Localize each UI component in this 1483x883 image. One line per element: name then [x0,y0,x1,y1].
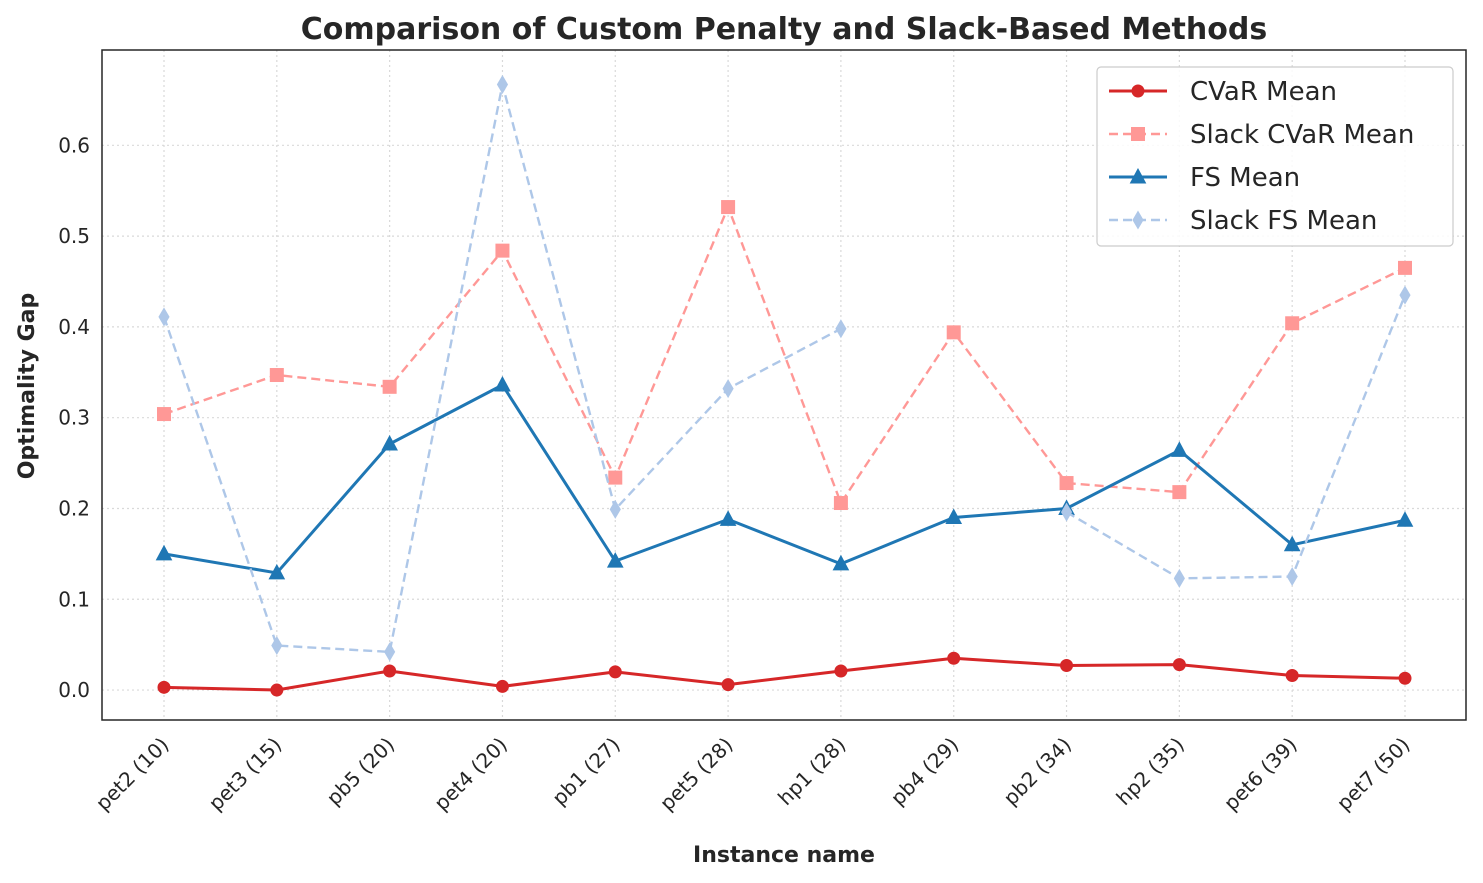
x-tick-label: pet5 (28) [655,733,738,816]
legend-marker [1129,167,1147,184]
x-tick-label: pb1 (27) [547,733,624,810]
data-point [1398,260,1412,275]
data-point [1060,659,1074,673]
data-point [946,325,961,340]
data-point [495,243,510,258]
series-layer [155,75,1414,697]
y-tick-label: 0.1 [58,587,90,611]
data-point [608,665,622,679]
data-point [945,508,963,525]
series-line [163,383,1406,575]
x-tick-label: pet4 (20) [429,733,512,816]
legend-marker [1131,127,1145,141]
legend-box [1096,66,1454,247]
data-point [1283,535,1301,552]
data-point [1286,567,1298,587]
data-point [1398,671,1412,685]
data-point [1173,568,1185,588]
data-point [382,379,397,394]
data-point [496,75,509,94]
data-point [268,563,286,580]
x-tick-label: hp1 (28) [773,733,850,810]
x-tick-label: pet2 (10) [91,733,174,816]
data-point [494,375,511,392]
data-point [1171,441,1188,457]
data-point [270,683,284,697]
data-point [722,379,734,399]
chart-title: Comparison of Custom Penalty and Slack-B… [301,12,1267,47]
data-point [947,651,961,665]
data-point [383,664,397,678]
x-tick-label: hp2 (35) [1111,733,1188,810]
x-tick-label: pet7 (50) [1332,733,1415,816]
x-axis-ticks: pet2 (10) pet3 (15) pb5 (20) pet4 (20) pb1 (… [91,733,1415,816]
legend-item: CVaR Mean [1109,77,1337,107]
data-point [1399,285,1411,305]
data-point [1172,658,1186,672]
data-point [495,679,509,693]
legend-item: Slack FS Mean [1109,206,1377,236]
series-fs-mean [155,375,1414,580]
y-tick-label: 0.4 [58,315,90,339]
data-point [157,680,171,694]
x-tick-label: pb2 (34) [999,733,1076,810]
data-point [721,678,735,692]
series-line [163,656,1406,692]
data-point [269,368,284,383]
legend: CVaR Mean Slack CVaR Mean FS Mean Slack FS … [1096,66,1454,247]
data-point [835,319,847,339]
data-point [384,642,396,662]
series-cvar-mean [157,651,1412,697]
y-tick-label: 0.5 [58,224,90,248]
data-point [1396,511,1414,527]
x-tick-label: pet3 (15) [204,733,287,816]
y-tick-label: 0.0 [58,678,90,702]
data-point [834,664,848,678]
legend-label: Slack CVaR Mean [1190,120,1414,150]
y-tick-label: 0.3 [58,406,90,430]
series-slack-fs-mean [158,75,1411,662]
legend-item: FS Mean [1109,163,1300,193]
data-point [1060,502,1073,522]
data-point [158,307,170,327]
data-point [606,552,624,568]
x-tick-label: pet6 (39) [1219,733,1302,816]
data-point [608,470,623,485]
series-line [163,205,1406,505]
data-point [381,434,398,451]
y-tick-label: 0.6 [58,133,90,157]
legend-marker [1131,84,1145,98]
legend-label: Slack FS Mean [1190,206,1377,236]
legend-item: Slack CVaR Mean [1109,120,1414,150]
legend-label: CVaR Mean [1190,77,1337,107]
data-point [1285,316,1300,331]
data-point [1059,476,1074,491]
data-point [832,554,850,571]
series-slack-cvar-mean [157,200,1412,511]
data-point [271,636,283,656]
data-point [157,407,171,422]
data-point [719,510,737,526]
x-tick-label: pb4 (29) [886,733,963,810]
y-axis-label: Optimality Gap [15,293,40,480]
data-point [609,499,621,519]
plot-frame [101,49,1467,721]
legend-label: FS Mean [1190,163,1300,193]
data-point [833,496,848,511]
y-axis-ticks: 0.0 0.1 0.2 0.3 0.4 0.5 0.6 [58,133,90,702]
data-point [1172,485,1187,500]
data-point [721,200,736,215]
legend-marker [1132,210,1144,230]
x-axis-label: Instance name [693,843,875,868]
y-tick-label: 0.2 [58,496,90,520]
data-point [1285,669,1299,683]
x-tick-label: pb5 (20) [322,733,399,810]
data-point [155,544,173,561]
